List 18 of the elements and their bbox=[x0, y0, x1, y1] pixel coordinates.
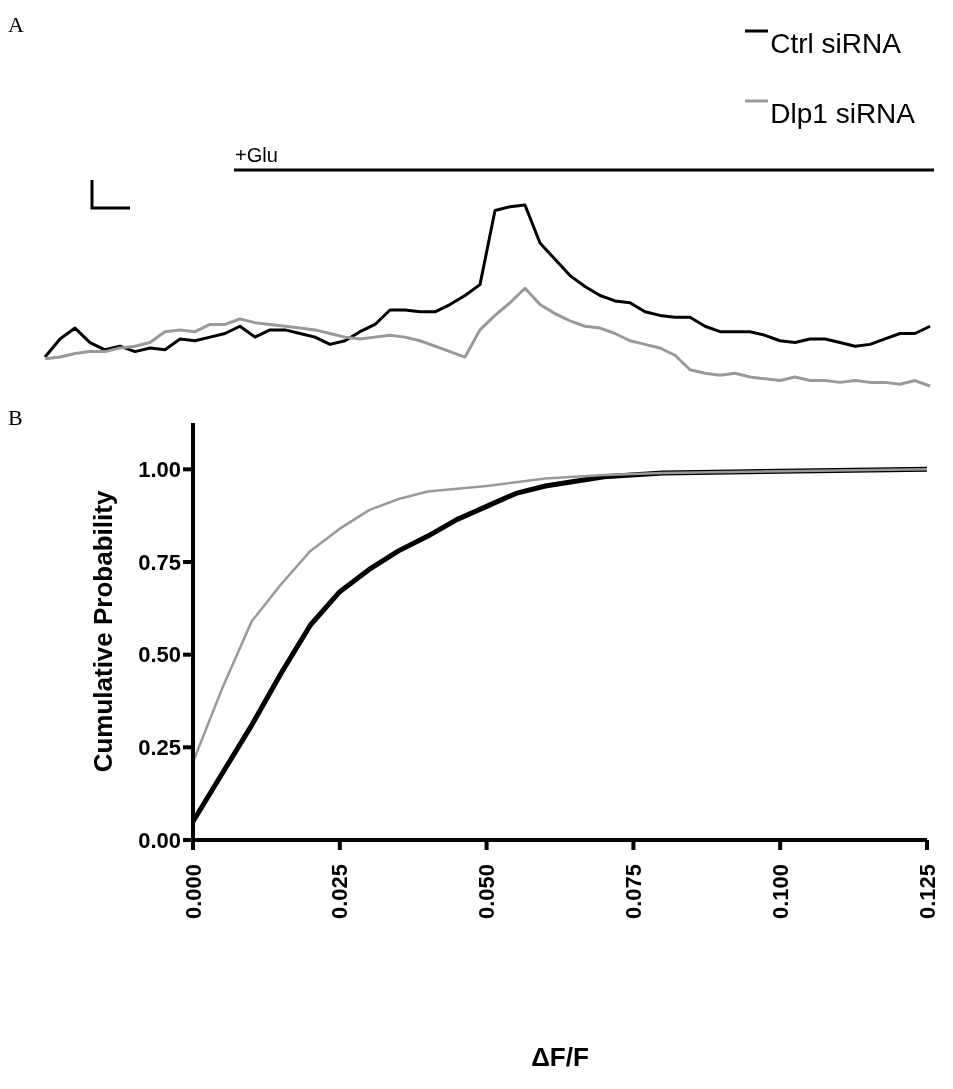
y-tick-label: 1.00 bbox=[138, 457, 181, 483]
x-tick-label: 0.025 bbox=[327, 864, 353, 920]
x-tick-label: 0.075 bbox=[620, 864, 646, 920]
x-tick-label: 0.125 bbox=[914, 864, 940, 920]
legend-label: Ctrl siRNA bbox=[770, 28, 901, 60]
text: B bbox=[8, 405, 23, 431]
x-tick-label: 0.100 bbox=[767, 864, 793, 920]
y-axis-title: Cumulative Probability bbox=[88, 490, 119, 773]
x-tick-label: 0.050 bbox=[474, 864, 500, 920]
x-tick-label: 0.000 bbox=[180, 864, 206, 920]
y-tick-label: 0.00 bbox=[138, 827, 181, 853]
text: A bbox=[8, 12, 24, 38]
x-axis-title: ΔF/F bbox=[531, 1042, 589, 1072]
y-tick-label: 0.25 bbox=[138, 735, 181, 761]
y-tick-label: 0.50 bbox=[138, 642, 181, 668]
y-tick-label: 0.75 bbox=[138, 549, 181, 575]
text: +Glu bbox=[235, 144, 278, 167]
legend-label: Dlp1 siRNA bbox=[770, 98, 915, 130]
